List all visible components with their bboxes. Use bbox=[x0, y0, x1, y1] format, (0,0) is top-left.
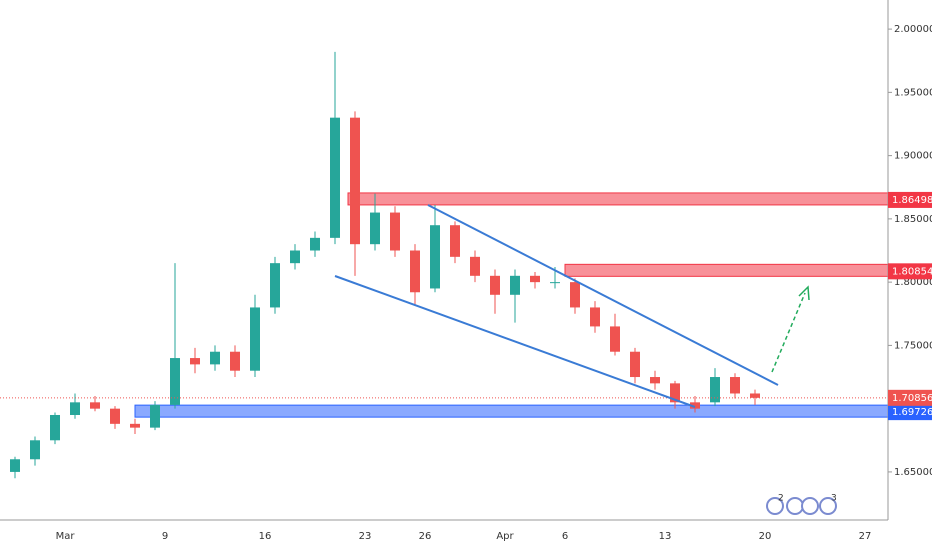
price-labels: 1.86498 1.80854 1.69726 1.70856 bbox=[888, 191, 932, 421]
event-badge bbox=[801, 497, 819, 515]
level-label-box bbox=[888, 191, 932, 208]
candle-body bbox=[670, 383, 680, 403]
y-tick-label: 1.65000 bbox=[894, 467, 932, 478]
drawings bbox=[334, 204, 810, 408]
projection-arrow bbox=[771, 292, 806, 373]
candle-body bbox=[150, 404, 160, 428]
x-tick-label: 20 bbox=[759, 531, 772, 542]
x-tick-label: 6 bbox=[562, 531, 568, 542]
candle-body bbox=[750, 393, 760, 398]
level-label-box bbox=[888, 404, 932, 421]
candle-body bbox=[510, 275, 520, 295]
level-zone bbox=[134, 404, 889, 418]
x-tick-label: 16 bbox=[259, 531, 272, 542]
candle-body bbox=[630, 351, 640, 378]
level-label: 1.69726 bbox=[892, 407, 932, 418]
y-tick-label: 2.00000 bbox=[894, 24, 932, 35]
trend-line-upper bbox=[427, 204, 779, 386]
candle-body bbox=[210, 351, 220, 365]
candle-body bbox=[270, 263, 280, 308]
event-badge bbox=[786, 497, 804, 515]
candle-body bbox=[690, 402, 700, 409]
candle-body bbox=[550, 282, 560, 284]
candle-body bbox=[10, 459, 20, 472]
candle-body bbox=[70, 402, 80, 415]
arrow-head bbox=[798, 285, 810, 301]
event-badge-count: 3 bbox=[831, 494, 837, 504]
y-tick-label: 1.95000 bbox=[894, 87, 932, 98]
last-price-label: 1.70856 bbox=[892, 393, 932, 404]
level-label: 1.86498 bbox=[892, 195, 932, 206]
candle-body bbox=[330, 117, 340, 238]
event-badge bbox=[819, 497, 837, 515]
x-tick-label: 27 bbox=[859, 531, 872, 542]
candle-body bbox=[250, 307, 260, 371]
candle-body bbox=[190, 358, 200, 365]
candle-body bbox=[410, 250, 420, 293]
y-tick-label: 1.85000 bbox=[894, 214, 932, 225]
candle-body bbox=[90, 402, 100, 409]
x-tick-label: 13 bbox=[659, 531, 672, 542]
event-badge-count: 2 bbox=[778, 494, 784, 504]
candle-body bbox=[530, 275, 540, 283]
x-tick-label: 9 bbox=[162, 531, 168, 542]
candle-body bbox=[130, 423, 140, 428]
candle-body bbox=[490, 275, 500, 295]
candles bbox=[0, 51, 888, 479]
candle-body bbox=[450, 225, 460, 257]
candle-body bbox=[590, 307, 600, 327]
x-tick-label: 23 bbox=[359, 531, 372, 542]
candle-body bbox=[730, 377, 740, 394]
x-tick-label: 26 bbox=[419, 531, 432, 542]
last-price-box bbox=[888, 389, 932, 406]
candle-body bbox=[390, 212, 400, 251]
candle-body bbox=[430, 225, 440, 289]
level-label-box bbox=[888, 263, 932, 280]
y-tick-label: 1.75000 bbox=[894, 340, 932, 351]
candle-body bbox=[710, 377, 720, 403]
level-zone bbox=[347, 192, 889, 206]
candle-body bbox=[570, 282, 580, 308]
candle-body bbox=[50, 414, 60, 441]
level-zone bbox=[564, 263, 889, 277]
candle-body bbox=[650, 377, 660, 384]
x-tick-label: Apr bbox=[496, 531, 514, 542]
candle-body bbox=[30, 440, 40, 460]
candle-body bbox=[370, 212, 380, 245]
candle-body bbox=[170, 358, 180, 405]
candle-body bbox=[310, 237, 320, 251]
candle-body bbox=[470, 256, 480, 276]
axes: 1.65000 1.75000 1.80000 1.85000 1.90000 1.950… bbox=[56, 24, 932, 542]
event-badge bbox=[766, 497, 784, 515]
candle-body bbox=[110, 408, 120, 424]
y-tick-label: 1.90000 bbox=[894, 151, 932, 162]
level-label: 1.80854 bbox=[892, 266, 932, 277]
candle-body bbox=[350, 117, 360, 245]
candle-body bbox=[610, 326, 620, 352]
candle-body bbox=[290, 250, 300, 264]
candle-body bbox=[230, 351, 240, 371]
trend-line-lower bbox=[334, 275, 696, 408]
x-tick-label: Mar bbox=[56, 531, 76, 542]
y-tick-label: 1.80000 bbox=[894, 277, 932, 288]
